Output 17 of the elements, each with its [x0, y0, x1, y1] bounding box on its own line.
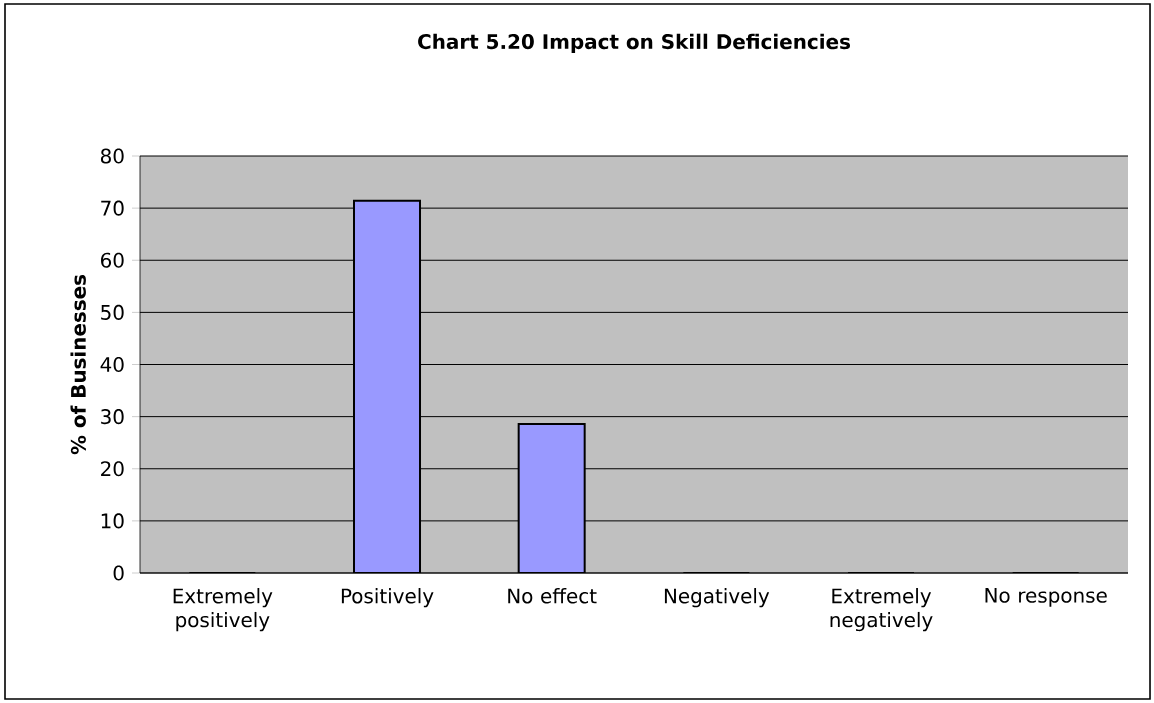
- y-axis-title: % of Businesses: [70, 274, 86, 455]
- x-tick-label: Extremely negatively: [830, 588, 933, 632]
- x-tick-label: No response: [985, 588, 1107, 607]
- x-tick-label: Positively: [341, 588, 434, 608]
- chart-title: Chart 5.20 Impact on Skill Deficiencies: [418, 33, 851, 54]
- y-tick-label: 30: [101, 409, 124, 425]
- y-tick-label: 0: [113, 565, 124, 581]
- x-tick-label: Extremely positively: [173, 588, 273, 632]
- x-tick-label: No effect: [508, 588, 597, 604]
- y-tick-label: 10: [101, 513, 124, 529]
- y-tick-label: 70: [101, 200, 124, 216]
- y-tick-label: 50: [101, 304, 124, 320]
- y-tick-label: 60: [101, 252, 124, 268]
- y-tick-label: 80: [100, 148, 124, 164]
- x-tick-label: Negatively: [664, 588, 770, 608]
- y-tick-label: 40: [100, 356, 124, 373]
- y-tick-label: 20: [101, 461, 124, 477]
